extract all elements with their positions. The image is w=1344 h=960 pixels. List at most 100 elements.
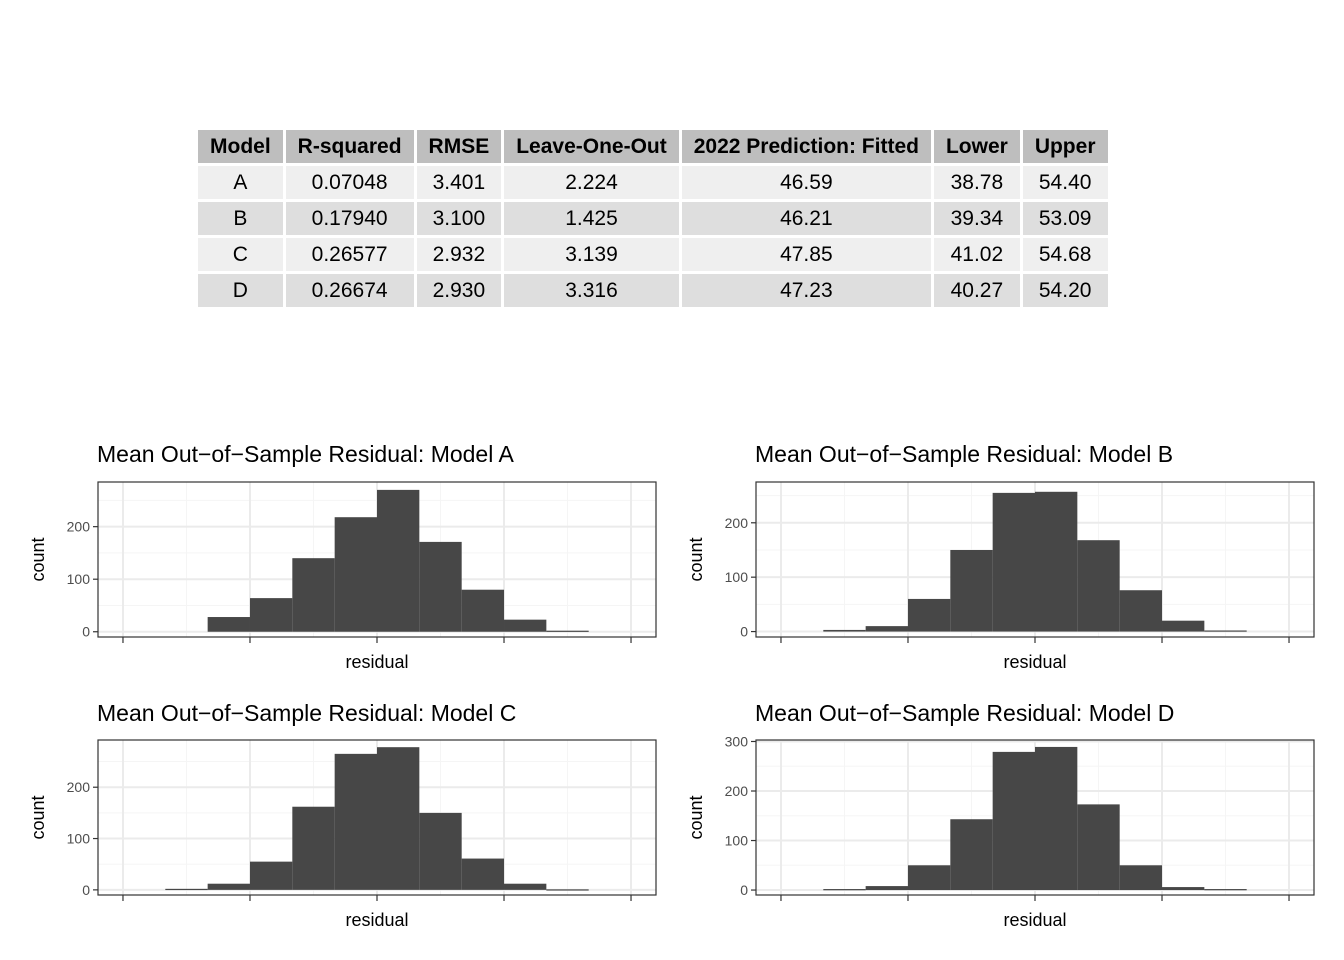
histogram-bar bbox=[419, 812, 462, 890]
histogram-bar bbox=[865, 886, 908, 891]
histogram-bar bbox=[546, 630, 589, 632]
histogram-bar bbox=[461, 589, 505, 632]
histogram-bar bbox=[1204, 889, 1247, 891]
table-cell: 38.78 bbox=[933, 166, 1020, 199]
histogram-bar bbox=[292, 558, 335, 632]
header-r-squared: R-squared bbox=[285, 130, 414, 163]
table-row: C 0.26577 2.932 3.139 47.85 41.02 54.68 bbox=[198, 238, 1108, 271]
y-axis-label: count bbox=[686, 537, 706, 581]
x-axis-label: residual bbox=[1003, 652, 1066, 672]
histogram-bar bbox=[419, 541, 462, 632]
y-axis-label: count bbox=[28, 795, 48, 839]
histogram-bar bbox=[1035, 746, 1078, 891]
histogram-bar bbox=[165, 888, 208, 891]
histogram-bar bbox=[950, 819, 993, 891]
panel-title: Mean Out−of−Sample Residual: Model B bbox=[755, 441, 1173, 467]
table-cell: 54.40 bbox=[1022, 166, 1108, 199]
histogram-bar bbox=[992, 751, 1035, 891]
table-cell: 0.26577 bbox=[285, 238, 414, 271]
x-axis-label: residual bbox=[1003, 910, 1066, 930]
histogram-bar bbox=[334, 753, 377, 890]
histogram-bar bbox=[249, 598, 293, 632]
table-cell: 3.401 bbox=[416, 166, 502, 199]
histogram-bar bbox=[1162, 620, 1205, 632]
histogram-bar bbox=[207, 883, 250, 890]
table-cell: B bbox=[198, 202, 283, 235]
y-tick-label: 0 bbox=[82, 624, 90, 640]
table-cell: C bbox=[198, 238, 283, 271]
y-tick-label: 300 bbox=[725, 733, 749, 749]
histogram-bar bbox=[992, 492, 1035, 632]
y-tick-label: 200 bbox=[67, 519, 91, 535]
histogram-bar bbox=[377, 747, 420, 890]
table-cell: 47.85 bbox=[681, 238, 931, 271]
histogram-bar bbox=[865, 626, 908, 632]
y-axis-label: count bbox=[686, 795, 706, 839]
histogram-bar bbox=[907, 598, 951, 632]
table-cell: 2.930 bbox=[416, 274, 502, 307]
histogram-bar bbox=[1077, 540, 1120, 632]
y-tick-label: 0 bbox=[740, 624, 748, 640]
x-axis-label: residual bbox=[345, 910, 408, 930]
table-row: D 0.26674 2.930 3.316 47.23 40.27 54.20 bbox=[198, 274, 1108, 307]
y-tick-label: 100 bbox=[67, 831, 91, 847]
histogram-bar bbox=[1119, 865, 1163, 891]
table-cell: 46.21 bbox=[681, 202, 931, 235]
table-cell: 0.07048 bbox=[285, 166, 414, 199]
histogram-bar bbox=[1119, 590, 1163, 632]
histogram-bar bbox=[249, 861, 293, 890]
y-tick-label: 100 bbox=[725, 569, 749, 585]
table-cell: 2.932 bbox=[416, 238, 502, 271]
y-tick-label: 200 bbox=[725, 515, 749, 531]
histogram-bar bbox=[1162, 887, 1205, 891]
histogram-bar bbox=[1077, 804, 1120, 891]
histogram-bar bbox=[207, 617, 250, 632]
histogram-bar bbox=[334, 517, 377, 632]
table-cell: 53.09 bbox=[1022, 202, 1108, 235]
table-row: B 0.17940 3.100 1.425 46.21 39.34 53.09 bbox=[198, 202, 1108, 235]
histogram-bar bbox=[907, 865, 951, 891]
panel-title: Mean Out−of−Sample Residual: Model A bbox=[97, 441, 514, 467]
header-prediction-fitted: 2022 Prediction: Fitted bbox=[681, 130, 931, 163]
histogram-bar bbox=[950, 549, 993, 632]
table-cell: 3.139 bbox=[504, 238, 679, 271]
table-cell: 47.23 bbox=[681, 274, 931, 307]
histogram-bar bbox=[546, 889, 589, 891]
histogram-panel: 0 100 200 Mean Out−of−Sample Residual: Mode… bbox=[28, 441, 657, 672]
y-tick-label: 100 bbox=[725, 833, 749, 849]
table-cell: 0.17940 bbox=[285, 202, 414, 235]
y-axis-label: count bbox=[28, 537, 48, 581]
table-cell: 39.34 bbox=[933, 202, 1020, 235]
histogram-panel: 0 100 200 Mean Out−of−Sample Residual: Mode… bbox=[28, 700, 657, 930]
table-cell: 3.100 bbox=[416, 202, 502, 235]
table-cell: A bbox=[198, 166, 283, 199]
x-axis-label: residual bbox=[345, 652, 408, 672]
y-tick-label: 0 bbox=[740, 882, 748, 898]
table-cell: D bbox=[198, 274, 283, 307]
table-cell: 2.224 bbox=[504, 166, 679, 199]
table-cell: 3.316 bbox=[504, 274, 679, 307]
histogram-bar bbox=[377, 489, 420, 632]
table-header-row: Model R-squared RMSE Leave-One-Out 2022 … bbox=[198, 130, 1108, 163]
y-tick-label: 200 bbox=[725, 783, 749, 799]
y-tick-label: 200 bbox=[67, 779, 91, 795]
header-rmse: RMSE bbox=[416, 130, 502, 163]
header-model: Model bbox=[198, 130, 283, 163]
y-tick-label: 100 bbox=[67, 571, 91, 587]
table-cell: 54.68 bbox=[1022, 238, 1108, 271]
histogram-bar bbox=[504, 619, 547, 632]
panel-title: Mean Out−of−Sample Residual: Model D bbox=[755, 700, 1174, 726]
table-cell: 1.425 bbox=[504, 202, 679, 235]
y-tick-label: 0 bbox=[82, 882, 90, 898]
table-cell: 54.20 bbox=[1022, 274, 1108, 307]
summary-table: Model R-squared RMSE Leave-One-Out 2022 … bbox=[195, 127, 1111, 310]
histogram-bar bbox=[823, 889, 866, 891]
table-cell: 46.59 bbox=[681, 166, 931, 199]
histogram-bar bbox=[461, 858, 505, 890]
panel-title: Mean Out−of−Sample Residual: Model C bbox=[97, 700, 516, 726]
header-leave-one-out: Leave-One-Out bbox=[504, 130, 679, 163]
histogram-panel: 0 100 200 Mean Out−of−Sample Residual: Mode… bbox=[686, 441, 1315, 672]
histogram-bar bbox=[1035, 491, 1078, 632]
table-cell: 41.02 bbox=[933, 238, 1020, 271]
